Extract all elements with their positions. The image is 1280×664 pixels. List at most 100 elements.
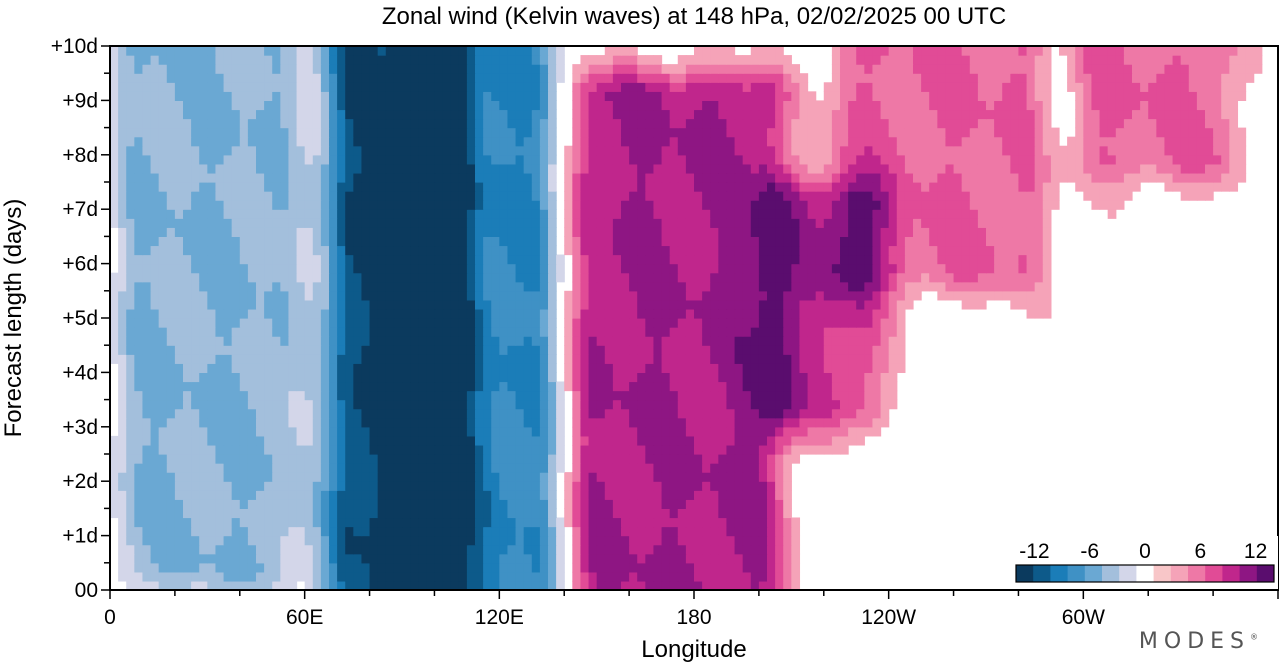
contour-cell (418, 327, 427, 337)
contour-cell (694, 227, 703, 237)
contour-cell (539, 227, 549, 237)
contour-cell (1002, 154, 1011, 165)
contour-cell (361, 191, 371, 201)
contour-cell (272, 327, 281, 337)
contour-cell (134, 372, 144, 383)
contour-cell (345, 345, 354, 355)
contour-cell (588, 408, 598, 419)
contour-cell (247, 454, 257, 464)
contour-cell (564, 299, 573, 310)
contour-cell (588, 517, 598, 528)
contour-cell (515, 145, 525, 156)
contour-cell (442, 245, 452, 256)
contour-cell (483, 508, 492, 519)
contour-cell (158, 435, 168, 446)
contour-cell (758, 517, 768, 528)
contour-cell (353, 236, 363, 247)
contour-cell (158, 182, 168, 192)
contour-cell (539, 508, 549, 519)
contour-cell (442, 408, 452, 419)
contour-cell (556, 580, 565, 590)
contour-cell (337, 163, 346, 174)
contour-cell (872, 318, 882, 328)
contour-cell (345, 408, 354, 419)
contour-cell (256, 535, 265, 546)
contour-cell (142, 299, 152, 310)
contour-cell (645, 553, 655, 564)
contour-cell (888, 399, 898, 410)
contour-cell (815, 399, 825, 410)
contour-cell (880, 254, 890, 265)
contour-cell (475, 299, 484, 310)
contour-cell (320, 472, 330, 482)
contour-cell (848, 154, 857, 165)
contour-cell (450, 463, 460, 473)
contour-cell (150, 163, 160, 174)
contour-cell (612, 472, 622, 482)
contour-cell (629, 408, 638, 419)
contour-cell (483, 145, 492, 156)
contour-cell (945, 281, 955, 292)
contour-cell (710, 290, 719, 301)
contour-cell (588, 363, 598, 373)
contour-cell (312, 327, 322, 337)
contour-cell (612, 444, 622, 455)
contour-cell (1148, 145, 1157, 156)
contour-cell (718, 454, 728, 464)
contour-cell (523, 372, 533, 383)
contour-cell (685, 254, 695, 265)
contour-cell (904, 182, 914, 192)
contour-cell (718, 236, 728, 247)
contour-cell (134, 363, 144, 373)
contour-cell (174, 182, 184, 192)
contour-cell (199, 508, 208, 519)
contour-cell (750, 571, 760, 582)
contour-cell (483, 245, 492, 256)
contour-cell (426, 254, 436, 265)
contour-cell (783, 508, 792, 519)
contour-cell (499, 336, 509, 346)
contour-cell (442, 490, 452, 500)
contour-cell (199, 245, 208, 256)
contour-cell (207, 345, 217, 355)
contour-cell (475, 172, 484, 183)
contour-cell (158, 544, 168, 555)
contour-cell (231, 209, 241, 219)
contour-cell (1188, 145, 1198, 156)
contour-cell (239, 191, 249, 201)
contour-cell (118, 245, 127, 256)
contour-cell (402, 517, 411, 528)
contour-cell (304, 372, 314, 383)
contour-cell (556, 571, 565, 582)
contour-cell (385, 372, 395, 383)
contour-cell (426, 553, 436, 564)
contour-cell (872, 390, 882, 401)
contour-cell (783, 227, 792, 237)
contour-cell (150, 245, 160, 256)
contour-cell (677, 145, 687, 156)
contour-cell (904, 272, 914, 283)
contour-cell (564, 163, 573, 174)
contour-cell (320, 308, 330, 319)
contour-cell (507, 390, 517, 401)
contour-cell (685, 299, 695, 310)
contour-cell (499, 145, 509, 156)
contour-cell (726, 154, 736, 165)
contour-cell (831, 390, 841, 401)
contour-cell (694, 145, 703, 156)
contour-cell (377, 200, 387, 210)
contour-cell (166, 390, 176, 401)
contour-cell (296, 354, 306, 364)
contour-cell (158, 463, 168, 473)
contour-cell (734, 209, 744, 219)
contour-cell (361, 372, 371, 383)
contour-cell (166, 363, 176, 373)
contour-cell (1205, 163, 1214, 174)
contour-cell (191, 336, 200, 346)
contour-cell (418, 336, 427, 346)
contour-cell (548, 182, 557, 192)
contour-cell (280, 263, 290, 274)
contour-cell (442, 363, 452, 373)
contour-cell (377, 245, 387, 256)
